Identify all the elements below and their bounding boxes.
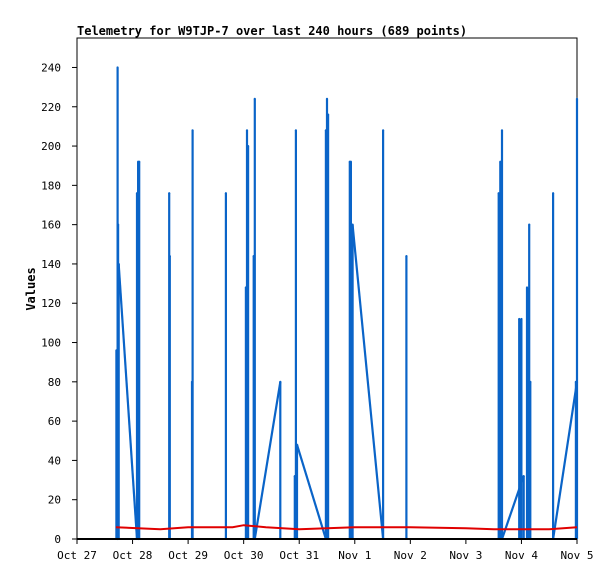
y-tick-label: 80 [48,376,61,389]
series-blue-point [499,160,502,163]
series-blue-point [520,317,523,321]
x-tick-label: Oct 31 [279,549,319,562]
series-blue-point [279,380,282,383]
series-blue-point [500,129,504,132]
y-tick-label: 40 [48,454,61,467]
chart-title: Telemetry for W9TJP-7 over last 240 hour… [77,24,467,38]
series-blue-point [575,97,579,101]
y-tick-label: 100 [41,337,61,350]
series-blue-point [244,286,247,289]
series-blue-point [327,113,330,116]
y-tick-label: 200 [41,140,61,153]
y-tick-label: 20 [48,494,61,507]
series-blue-connector [117,263,139,540]
y-tick-label: 220 [41,101,61,114]
x-tick-label: Nov 3 [449,549,482,562]
series-blue-point [224,192,227,195]
y-tick-label: 180 [41,179,61,192]
series-blue-point [138,160,141,163]
series-blue-point [295,443,299,446]
series-blue-point [574,380,577,383]
y-tick-label: 0 [54,533,61,546]
x-tick-label: Nov 4 [505,549,538,562]
x-tick-label: Nov 2 [394,549,427,562]
series-blue-point [497,192,500,195]
x-tick-label: Nov 1 [338,549,371,562]
series-blue-point [552,192,555,195]
series-blue-point [191,129,194,132]
series-blue-point [405,254,408,258]
series-blue-point [252,254,255,258]
x-tick-label: Oct 27 [57,549,97,562]
series-blue-connector [253,381,282,540]
y-tick-label: 60 [48,415,61,428]
series-blue-point [294,129,297,132]
y-axis-label: Values [24,267,38,310]
series-blue-connector [351,224,385,540]
series-blue-spikes [115,67,579,539]
x-tick-label: Oct 29 [168,549,208,562]
series-blue-point [351,223,354,226]
series-blue-point [325,97,329,101]
x-tick-label: Oct 28 [113,549,153,562]
series-blue-point [293,475,296,478]
series-blue-point [116,66,119,69]
x-tick-label: Oct 30 [224,549,264,562]
series-blue-point [525,286,529,289]
series-blue-connector [552,381,579,540]
series-blue-point [190,380,194,383]
series-blue-point [382,129,385,132]
series-blue-point [135,192,139,195]
series-blue-point [324,129,327,132]
y-tick-label: 240 [41,61,61,74]
series-blue-point [518,317,521,321]
series-blue-point [522,475,525,478]
y-tick-label: 160 [41,219,61,232]
series-blue-point [247,144,250,148]
y-tick-label: 120 [41,297,61,310]
series-blue-connector [295,444,327,540]
y-axis-ticks: 0 20 40 60 80 100 120 140 160 180 200 220 240 [41,61,77,546]
series-layer [77,66,579,541]
series-blue-point [115,349,118,352]
x-axis-ticks: Oct 27 Oct 28 Oct 29 Oct 30 Oct 31 Nov 1 Nov 2… [57,539,594,562]
series-blue-point [117,223,120,226]
y-tick-label: 140 [41,258,61,271]
series-blue-point [349,160,352,163]
series-blue-point [528,223,531,226]
series-blue-point [168,254,171,258]
series-blue-point [117,262,120,266]
series-blue-point [168,192,171,195]
series-blue-point [529,380,532,383]
series-blue-point [245,129,249,132]
series-red-line [115,524,578,531]
series-blue-point [253,97,256,101]
x-tick-label: Nov 5 [560,549,593,562]
